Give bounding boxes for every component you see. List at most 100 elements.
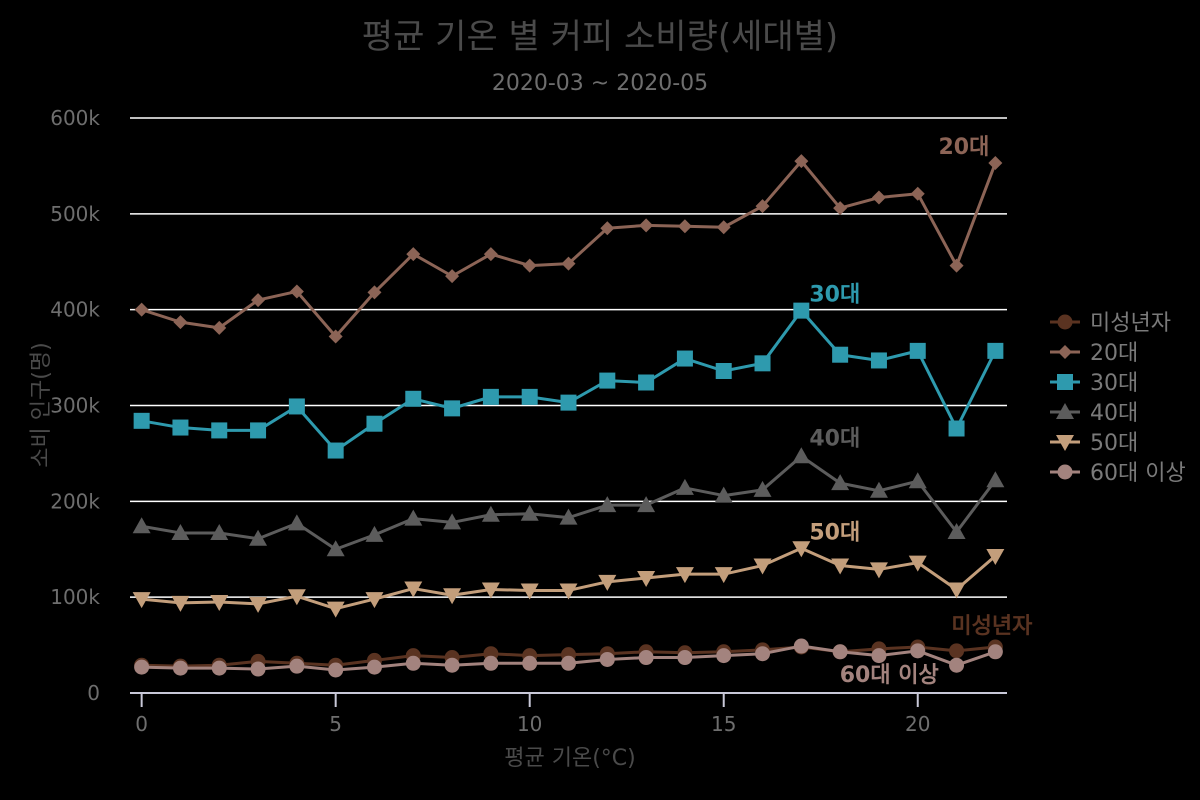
data-point xyxy=(521,388,538,405)
data-point xyxy=(561,256,576,271)
data-point xyxy=(714,567,733,584)
data-point xyxy=(482,388,499,405)
series-annotation: 20대 xyxy=(938,135,989,160)
x-tick-label: 5 xyxy=(329,712,342,736)
data-point xyxy=(753,480,772,497)
data-point xyxy=(599,372,616,389)
data-point xyxy=(328,662,344,678)
data-point xyxy=(367,285,382,300)
data-point xyxy=(598,574,617,591)
data-point xyxy=(210,594,229,611)
y-axis-title: 소비 인구(명) xyxy=(29,342,54,467)
data-point xyxy=(559,508,578,525)
data-point xyxy=(793,302,810,319)
data-point xyxy=(326,540,345,557)
data-point xyxy=(560,394,577,411)
data-point xyxy=(716,220,731,235)
legend-item[interactable]: 20대 xyxy=(1050,341,1138,366)
data-point xyxy=(908,555,927,572)
y-tick-label: 200k xyxy=(50,489,100,513)
data-point xyxy=(289,658,305,674)
data-point xyxy=(366,659,382,675)
data-point xyxy=(250,661,266,677)
legend-item[interactable]: 50대 xyxy=(1050,431,1138,456)
data-point xyxy=(520,504,539,521)
legend-item[interactable]: 40대 xyxy=(1050,401,1138,426)
y-tick-label: 100k xyxy=(50,585,100,609)
data-point xyxy=(212,320,227,335)
legend[interactable]: 미성년자 20대 30대 40대 50대 60대 이상 xyxy=(1050,311,1186,486)
series-4 xyxy=(132,447,1005,557)
data-point xyxy=(171,523,190,540)
legend-label: 50대 xyxy=(1090,431,1138,456)
data-point xyxy=(365,525,384,542)
data-point xyxy=(481,582,500,599)
data-point xyxy=(522,258,537,273)
series-group xyxy=(132,154,1005,678)
data-point xyxy=(406,247,421,262)
data-point xyxy=(404,581,423,598)
data-point xyxy=(443,588,462,605)
data-point xyxy=(869,481,888,498)
x-tick-label: 0 xyxy=(135,712,148,736)
data-point xyxy=(638,650,654,666)
data-point xyxy=(172,660,188,676)
legend-item[interactable]: 미성년자 xyxy=(1050,311,1171,336)
data-point xyxy=(328,329,343,344)
data-point xyxy=(753,558,772,575)
data-point xyxy=(173,315,188,330)
series-annotation: 30대 xyxy=(809,283,860,308)
data-point xyxy=(249,596,268,613)
data-point xyxy=(947,523,966,539)
data-point xyxy=(677,219,692,234)
series-line xyxy=(141,454,997,551)
legend-item[interactable]: 60대 이상 xyxy=(1050,461,1186,486)
data-point xyxy=(639,218,654,233)
data-point xyxy=(171,595,190,612)
data-point xyxy=(987,342,1004,359)
series-line xyxy=(141,309,997,453)
data-point xyxy=(481,505,500,522)
data-point xyxy=(599,651,615,667)
data-point xyxy=(443,513,462,530)
data-point xyxy=(949,258,964,273)
chart-title: 평균 기온 별 커피 소비량(세대별) xyxy=(362,17,838,57)
legend-swatch-marker xyxy=(1056,435,1074,451)
x-tick-label: 20 xyxy=(905,712,930,736)
data-point xyxy=(211,422,228,439)
y-tick-label: 0 xyxy=(87,681,100,705)
data-point xyxy=(987,644,1003,660)
series-annotation: 미성년자 xyxy=(951,614,1033,639)
data-point xyxy=(910,186,925,201)
data-point xyxy=(675,567,694,584)
series-6 xyxy=(134,638,1003,678)
legend-item[interactable]: 30대 xyxy=(1050,371,1138,396)
data-point xyxy=(715,363,732,379)
data-point xyxy=(249,529,268,546)
series-2 xyxy=(134,154,1003,344)
legend-swatch-marker xyxy=(1057,314,1073,330)
data-point xyxy=(327,442,344,459)
x-tick-label: 10 xyxy=(517,712,542,736)
data-point xyxy=(326,601,345,618)
data-point xyxy=(832,346,849,363)
data-point xyxy=(561,655,576,671)
series-3 xyxy=(133,302,1004,459)
data-point xyxy=(833,201,848,216)
data-point xyxy=(483,655,499,671)
data-point xyxy=(910,643,926,659)
data-point xyxy=(755,646,771,662)
data-point xyxy=(522,655,538,671)
data-point xyxy=(132,592,151,609)
series-5 xyxy=(132,541,1005,618)
data-point xyxy=(559,583,578,600)
data-point xyxy=(365,592,384,609)
data-point xyxy=(949,643,965,659)
data-point xyxy=(988,156,1003,171)
data-point xyxy=(638,374,655,391)
data-point xyxy=(133,412,150,429)
data-point xyxy=(598,496,617,513)
